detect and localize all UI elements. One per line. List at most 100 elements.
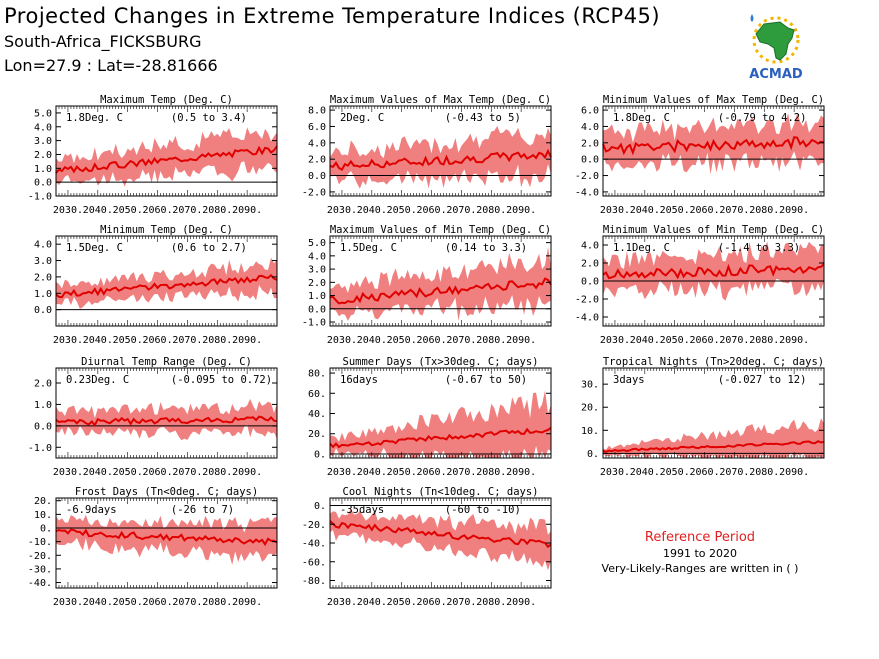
y-tick-label: 2.0 xyxy=(581,138,599,149)
x-tick-label: 2080. xyxy=(476,597,506,608)
x-tick-label: 2030. xyxy=(600,335,630,346)
mean-change-label: 16days xyxy=(340,374,378,386)
y-tick-label: 0. xyxy=(40,524,52,535)
y-tick-label: 3.0 xyxy=(34,136,52,147)
y-tick-label: 2.0 xyxy=(308,155,326,166)
x-tick-label: 2050. xyxy=(660,335,690,346)
mean-line xyxy=(602,136,825,156)
likely-range-label: (0.6 to 2.7) xyxy=(171,242,247,254)
x-tick-label: 2070. xyxy=(446,205,476,216)
y-tick-label: 5.0 xyxy=(308,238,326,249)
y-tick-label: -30. xyxy=(28,564,52,575)
x-tick-label: 2090. xyxy=(779,467,809,478)
x-tick-label: 2070. xyxy=(172,467,202,478)
y-tick-label: 1.0 xyxy=(34,289,52,300)
x-tick-label: 2060. xyxy=(142,205,172,216)
x-tick-label: 2040. xyxy=(630,335,660,346)
x-tick-label: 2060. xyxy=(689,205,719,216)
x-tick-label: 2090. xyxy=(506,205,536,216)
x-tick-label: 2080. xyxy=(476,467,506,478)
chart-frost-days: 20.10.0.-10.-20.-30.-40.2030. 2040. 2050. 2… xyxy=(28,486,278,608)
x-tick-label: 2040. xyxy=(83,335,113,346)
y-tick-label: 30. xyxy=(581,380,599,391)
mean-line xyxy=(329,426,552,449)
x-tick-label: 2090. xyxy=(506,335,536,346)
y-tick-label: 2.0 xyxy=(34,150,52,161)
y-tick-label: 10. xyxy=(581,426,599,437)
x-tick-label: 2090. xyxy=(232,205,262,216)
y-tick-label: 1.0 xyxy=(308,291,326,302)
y-tick-label: 2.0 xyxy=(34,379,52,390)
x-tick-label: 2070. xyxy=(446,467,476,478)
chart-cool-nights: 0.-20.-40.-60.-80.2030. 2040. 2050. 2060. 20… xyxy=(302,486,552,608)
mean-change-label: 1.5Deg. C xyxy=(340,242,397,254)
y-tick-label: 0.0 xyxy=(581,277,599,288)
chart-title: Tropical Nights (Tn>20deg. C; days) xyxy=(603,356,824,368)
y-tick-label: 0.0 xyxy=(34,178,52,189)
y-tick-label: 3.0 xyxy=(308,265,326,276)
likely-range-band xyxy=(330,508,551,571)
mean-change-label: 1.1Deg. C xyxy=(613,242,670,254)
likely-range-band xyxy=(330,125,551,189)
x-tick-label: 2070. xyxy=(172,205,202,216)
likely-range-label: (-0.79 to 4.2) xyxy=(718,112,807,124)
y-tick-label: 20. xyxy=(581,403,599,414)
x-tick-label: 2080. xyxy=(202,335,232,346)
y-tick-label: 0.0 xyxy=(581,155,599,166)
x-tick-label: 2030. xyxy=(53,597,83,608)
x-tick-label: 2080. xyxy=(476,205,506,216)
mean-line xyxy=(329,277,552,305)
x-tick-label: 2040. xyxy=(83,205,113,216)
likely-range-label: (-0.67 to 50) xyxy=(445,374,527,386)
reference-period-title: Reference Period xyxy=(644,530,756,545)
chart-title: Frost Days (Tn<0deg. C; days) xyxy=(75,486,258,498)
y-tick-label: -1.0 xyxy=(28,443,52,454)
y-tick-label: -10. xyxy=(28,537,52,548)
y-tick-label: -1.0 xyxy=(28,192,52,203)
x-tick-label: 2050. xyxy=(387,205,417,216)
x-tick-label: 2070. xyxy=(446,597,476,608)
x-tick-label: 2080. xyxy=(749,205,779,216)
y-tick-label: 0.0 xyxy=(34,305,52,316)
x-tick-label: 2050. xyxy=(113,597,143,608)
chart-title: Minimum Values of Min Temp (Deg. C) xyxy=(603,224,824,236)
coordinates-label: Lon=27.9 : Lat=-28.81666 xyxy=(4,56,218,75)
likely-range-band xyxy=(56,515,277,565)
y-tick-label: 0. xyxy=(587,449,599,460)
x-tick-label: 2080. xyxy=(202,205,232,216)
y-tick-label: 0. xyxy=(314,449,326,460)
mean-line xyxy=(329,520,552,549)
mean-line xyxy=(602,440,825,453)
mean-change-label: 1.5Deg. C xyxy=(66,242,123,254)
x-tick-label: 2060. xyxy=(416,597,446,608)
y-tick-label: -40. xyxy=(28,578,52,589)
mean-line xyxy=(55,415,278,427)
x-tick-label: 2040. xyxy=(630,205,660,216)
likely-range-note: Very-Likely-Ranges are written in ( ) xyxy=(601,562,799,575)
mean-line xyxy=(55,145,278,174)
chart-title: Summer Days (Tx>30deg. C; days) xyxy=(343,356,539,368)
x-tick-label: 2090. xyxy=(232,467,262,478)
y-tick-label: -40. xyxy=(302,539,326,550)
x-tick-label: 2050. xyxy=(113,335,143,346)
y-tick-label: -4.0 xyxy=(575,187,599,198)
x-tick-label: 2040. xyxy=(357,335,387,346)
x-tick-label: 2060. xyxy=(142,597,172,608)
x-tick-label: 2040. xyxy=(630,467,660,478)
x-tick-label: 2030. xyxy=(327,597,357,608)
mean-line xyxy=(602,263,825,280)
y-tick-label: 80. xyxy=(308,369,326,380)
y-tick-label: 4.0 xyxy=(308,138,326,149)
mean-change-label: 3days xyxy=(613,374,645,386)
chart-title: Cool Nights (Tn<10deg. C; days) xyxy=(343,486,539,498)
mean-line xyxy=(55,528,278,547)
y-tick-label: 40. xyxy=(308,409,326,420)
africa-map-icon xyxy=(755,21,795,61)
x-tick-label: 2080. xyxy=(749,467,779,478)
x-tick-label: 2060. xyxy=(416,335,446,346)
y-tick-label: 2.0 xyxy=(34,272,52,283)
x-tick-label: 2030. xyxy=(600,467,630,478)
mean-change-label: -35days xyxy=(340,504,384,516)
mean-line xyxy=(55,273,278,299)
